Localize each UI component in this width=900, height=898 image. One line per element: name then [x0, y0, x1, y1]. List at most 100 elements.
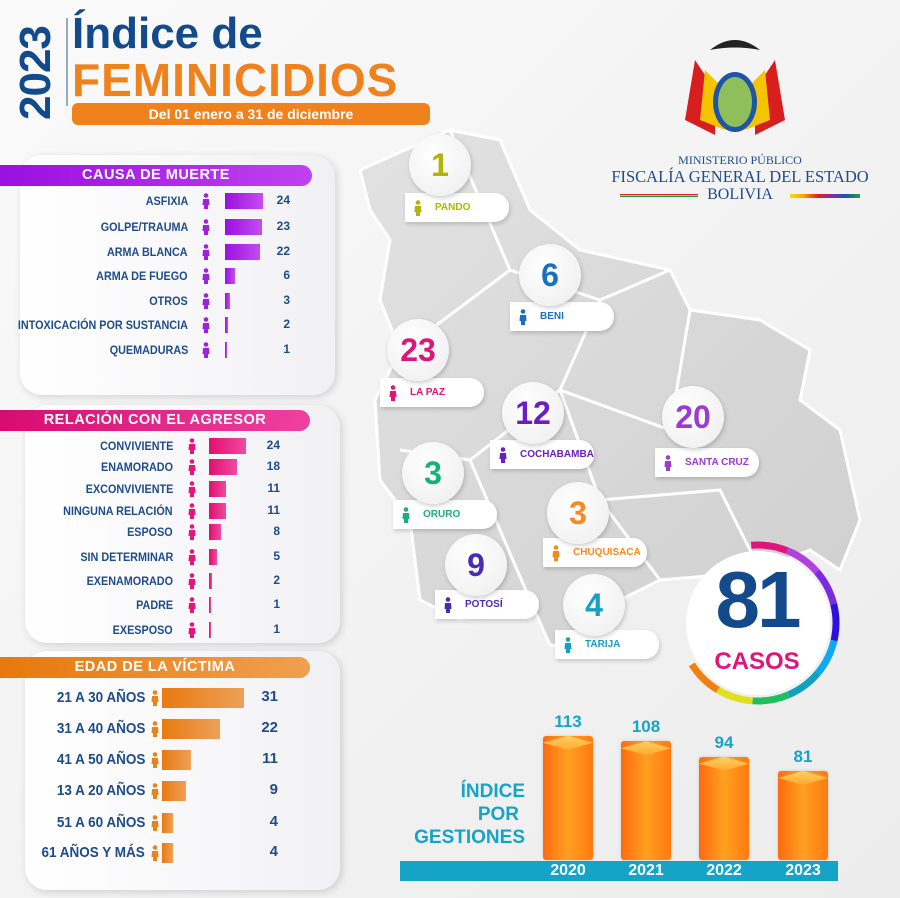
woman-icon: [188, 524, 196, 540]
logo-line3: BOLIVIA: [707, 186, 773, 203]
category-label: INTOXICACIÓN POR SUSTANCIA: [17, 318, 188, 332]
value-label: 23: [276, 219, 290, 233]
woman-icon: [188, 573, 196, 589]
bar: [162, 813, 173, 833]
bar: [225, 342, 227, 358]
bar: [209, 459, 237, 475]
value-label: 4: [269, 813, 278, 830]
category-label: 21 A 30 AÑOS: [56, 689, 145, 706]
bar: [209, 622, 211, 638]
woman-icon: [552, 545, 560, 561]
year-label: 2021: [628, 862, 664, 879]
category-label: ARMA BLANCA: [107, 245, 188, 259]
woman-icon: [151, 815, 159, 831]
value-label: 6: [283, 268, 290, 282]
category-label: EXCONVIVIENTE: [85, 482, 173, 496]
ring-segment: [716, 686, 753, 705]
woman-icon: [202, 244, 210, 260]
value-label: 11: [262, 750, 278, 767]
year-label: 2023: [785, 862, 821, 879]
department-name: POTOSÍ: [435, 590, 539, 619]
category-label: 61 AÑOS Y MÁS: [41, 844, 145, 861]
woman-icon: [151, 845, 159, 861]
ring-segment: [785, 547, 820, 575]
value-label: 2: [283, 317, 290, 331]
ring-segment: [750, 541, 789, 554]
value-label: 1: [273, 622, 280, 636]
department-name: LA PAZ: [380, 378, 484, 407]
title-line2: FEMINICIDIOS: [72, 54, 399, 106]
department-count: 9: [445, 534, 507, 596]
divider: [66, 18, 68, 106]
gestiones-title-line: ÍNDICE: [460, 781, 525, 802]
department-count: 4: [563, 574, 625, 636]
woman-icon: [202, 219, 210, 235]
category-label: QUEMADURAS: [109, 343, 188, 357]
woman-icon: [202, 317, 210, 333]
category-label: 41 A 50 AÑOS: [56, 751, 145, 768]
gestiones-title: ÍNDICE POR GESTIONES: [395, 780, 525, 849]
value-label: 18: [266, 459, 280, 473]
bar: [162, 781, 186, 801]
bar: [162, 750, 192, 770]
ring-segment: [814, 569, 838, 606]
bar: [209, 438, 247, 454]
woman-icon: [151, 721, 159, 737]
woman-icon: [444, 597, 452, 613]
bar: [209, 597, 211, 613]
value-label: 4: [269, 843, 278, 860]
department-name: PANDO: [405, 193, 509, 222]
department-count: 1: [409, 134, 471, 196]
logo-line2: FISCALÍA GENERAL DEL ESTADO: [611, 167, 869, 186]
woman-icon: [519, 309, 527, 325]
woman-icon: [389, 385, 397, 401]
woman-icon: [202, 268, 210, 284]
department-count: 12: [502, 382, 564, 444]
department-name: ORURO: [393, 500, 497, 529]
year-bar-top: [778, 770, 828, 785]
woman-icon: [202, 293, 210, 309]
header-relacion: RELACIÓN CON EL AGRESOR: [0, 410, 310, 431]
value-label: 2: [273, 573, 280, 587]
woman-icon: [499, 447, 507, 463]
header-edad: EDAD DE LA VÍCTIMA: [0, 657, 310, 678]
woman-icon: [188, 597, 196, 613]
value-label: 8: [273, 524, 280, 538]
value-label: 22: [261, 719, 278, 736]
ring-segment: [752, 691, 790, 705]
year-axis-strip: [400, 861, 838, 881]
gestiones-title-line: POR: [477, 804, 519, 825]
ring-segment: [830, 603, 840, 642]
bar: [162, 688, 245, 708]
bar: [209, 481, 227, 497]
value-label: 22: [276, 244, 290, 258]
year-vertical: 2023: [11, 26, 60, 120]
year-bar-top: [543, 735, 593, 750]
department-name: TARIJA: [555, 630, 659, 659]
department-count: 3: [402, 442, 464, 504]
bar: [209, 573, 213, 589]
title-line1: Índice de: [72, 9, 263, 58]
bar: [162, 843, 173, 863]
woman-icon: [202, 193, 210, 209]
year-bar: [699, 756, 749, 860]
bar: [225, 193, 264, 209]
ring-segment: [786, 670, 821, 699]
year-value-label: 81: [793, 746, 813, 766]
department-count: 20: [662, 386, 724, 448]
ring-segment: [814, 639, 838, 676]
woman-icon: [151, 690, 159, 706]
header-causa: CAUSA DE MUERTE: [0, 165, 312, 186]
department-name: SANTA CRUZ: [655, 448, 759, 477]
value-label: 24: [266, 438, 280, 452]
bar: [225, 219, 262, 235]
woman-icon: [188, 438, 196, 454]
total-ring: [686, 541, 840, 705]
value-label: 11: [267, 481, 280, 495]
department-count: 23: [387, 319, 449, 381]
woman-icon: [402, 507, 410, 523]
department-name: CHUQUISACA: [543, 538, 647, 567]
category-label: NINGUNA RELACIÓN: [63, 504, 173, 518]
value-label: 1: [283, 342, 290, 356]
category-label: EXENAMORADO: [86, 574, 173, 588]
